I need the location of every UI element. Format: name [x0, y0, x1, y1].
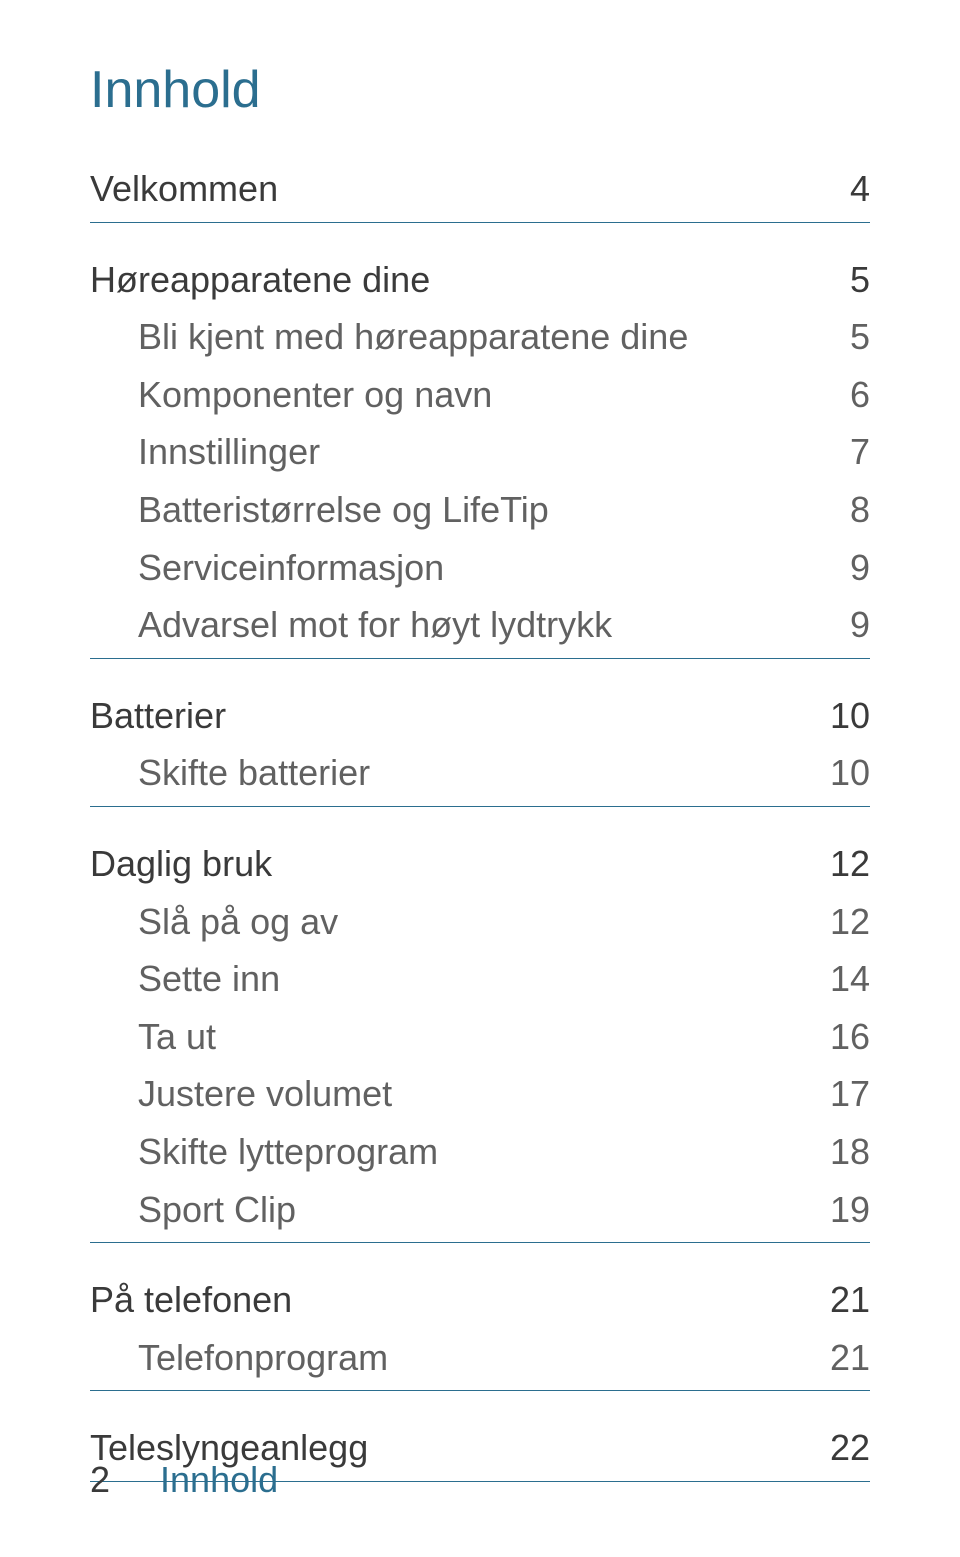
toc-subitem-page: 5 [810, 308, 870, 366]
toc-subitems: Skifte batterier 10 [90, 744, 870, 802]
toc-subitem-page: 12 [810, 893, 870, 951]
toc-subitem: Skifte batterier 10 [138, 744, 870, 802]
toc-subitem: Slå på og av 12 [138, 893, 870, 951]
toc-subitem-page: 16 [810, 1008, 870, 1066]
toc-subitem-label: Innstillinger [138, 423, 320, 481]
footer-page-number: 2 [90, 1459, 110, 1501]
toc-subitem-page: 7 [810, 423, 870, 481]
toc-section: Høreapparatene dine5Bli kjent med høreap… [90, 251, 870, 659]
toc-section-page: 21 [810, 1271, 870, 1329]
toc-subitem-label: Justere volumet [138, 1065, 392, 1123]
toc-subitem: Advarsel mot for høyt lydtrykk 9 [138, 596, 870, 654]
toc-section-label: Daglig bruk [90, 835, 272, 893]
toc-subitem: Justere volumet 17 [138, 1065, 870, 1123]
toc-subitem-label: Slå på og av [138, 893, 338, 951]
toc-subitem-page: 9 [810, 596, 870, 654]
toc-subitem: Ta ut 16 [138, 1008, 870, 1066]
toc-subitem: Telefonprogram 21 [138, 1329, 870, 1387]
toc-subitem: Bli kjent med høreapparatene dine 5 [138, 308, 870, 366]
toc-subitem: Serviceinformasjon 9 [138, 539, 870, 597]
toc-subitem-page: 8 [810, 481, 870, 539]
toc-section-header: Batterier 10 [90, 687, 870, 745]
toc-subitem-label: Sette inn [138, 950, 280, 1008]
toc-subitem-page: 10 [810, 744, 870, 802]
toc-subitem: Sette inn 14 [138, 950, 870, 1008]
toc-subitem: Innstillinger 7 [138, 423, 870, 481]
toc-subitem-page: 21 [810, 1329, 870, 1387]
toc-subitems: Slå på og av12Sette inn14Ta ut16Justere … [90, 893, 870, 1239]
toc-section-page: 10 [810, 687, 870, 745]
toc-subitem-label: Advarsel mot for høyt lydtrykk [138, 596, 612, 654]
toc-subitem-page: 18 [810, 1123, 870, 1181]
toc-subitem-page: 6 [810, 366, 870, 424]
toc-section-page: 22 [810, 1419, 870, 1477]
table-of-contents: Velkommen4Høreapparatene dine5Bli kjent … [90, 160, 870, 1482]
page: Innhold Velkommen4Høreapparatene dine5Bl… [0, 0, 960, 1557]
toc-subitem: Sport Clip 19 [138, 1181, 870, 1239]
toc-section-label: Velkommen [90, 160, 278, 218]
toc-section-page: 4 [810, 160, 870, 218]
toc-subitem-label: Skifte lytteprogram [138, 1123, 438, 1181]
page-footer: 2 Innhold [90, 1459, 278, 1501]
toc-section-page: 5 [810, 251, 870, 309]
toc-section-header: Daglig bruk 12 [90, 835, 870, 893]
toc-section-header: På telefonen 21 [90, 1271, 870, 1329]
toc-subitem-label: Skifte batterier [138, 744, 370, 802]
toc-section: Batterier 10 Skifte batterier 10 [90, 687, 870, 807]
toc-subitems: Bli kjent med høreapparatene dine5Kompon… [90, 308, 870, 654]
toc-section-header: Velkommen 4 [90, 160, 870, 218]
page-title: Innhold [90, 60, 870, 120]
toc-subitem-page: 19 [810, 1181, 870, 1239]
toc-section-label: Batterier [90, 687, 226, 745]
toc-subitem-label: Bli kjent med høreapparatene dine [138, 308, 688, 366]
toc-subitem-label: Batteristørrelse og LifeTip [138, 481, 549, 539]
toc-subitem-page: 9 [810, 539, 870, 597]
toc-subitem: Komponenter og navn 6 [138, 366, 870, 424]
toc-section: Daglig bruk12Slå på og av12Sette inn14Ta… [90, 835, 870, 1243]
toc-subitem-label: Ta ut [138, 1008, 216, 1066]
toc-section: Velkommen 4 [90, 160, 870, 223]
toc-subitem: Skifte lytteprogram 18 [138, 1123, 870, 1181]
toc-subitem: Batteristørrelse og LifeTip 8 [138, 481, 870, 539]
toc-section: På telefonen 21 Telefonprogram 21 [90, 1271, 870, 1391]
footer-label: Innhold [160, 1459, 278, 1501]
toc-subitem-page: 14 [810, 950, 870, 1008]
toc-subitem-label: Komponenter og navn [138, 366, 492, 424]
toc-section-header: Høreapparatene dine 5 [90, 251, 870, 309]
toc-subitem-label: Serviceinformasjon [138, 539, 444, 597]
toc-subitem-label: Sport Clip [138, 1181, 296, 1239]
toc-section-label: På telefonen [90, 1271, 292, 1329]
toc-subitems: Telefonprogram 21 [90, 1329, 870, 1387]
toc-section-page: 12 [810, 835, 870, 893]
toc-section-label: Høreapparatene dine [90, 251, 430, 309]
toc-subitem-page: 17 [810, 1065, 870, 1123]
toc-subitem-label: Telefonprogram [138, 1329, 388, 1387]
